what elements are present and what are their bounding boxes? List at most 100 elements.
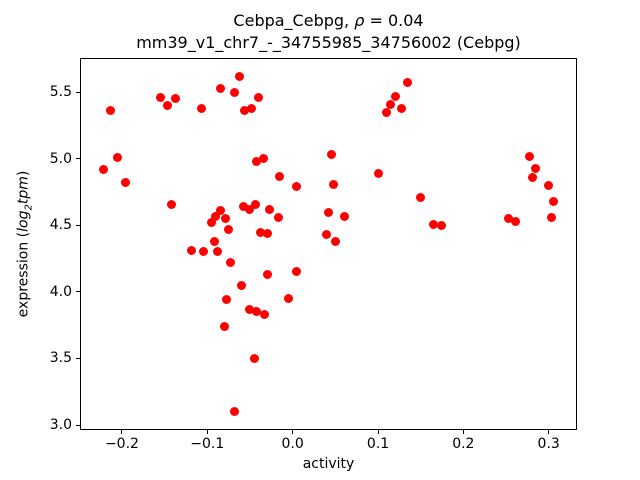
y-axis-label-subscript: 2 [23, 204, 35, 211]
data-point [235, 71, 245, 81]
title-text: Cebpa_Cebpg, [233, 11, 355, 30]
data-point [525, 151, 535, 161]
plot-area [80, 58, 577, 430]
data-point [283, 294, 293, 304]
data-point [403, 78, 413, 88]
data-point [391, 91, 401, 101]
chart-title: Cebpa_Cebpg, ρ = 0.04 mm39_v1_chr7_-_347… [80, 10, 577, 54]
data-point [428, 219, 438, 229]
data-point [273, 212, 283, 222]
y-tick-mark [76, 357, 80, 359]
data-point [236, 280, 246, 290]
data-point [155, 93, 165, 103]
data-point [120, 178, 130, 188]
data-point [263, 228, 273, 238]
data-point [224, 224, 234, 234]
data-point [275, 171, 285, 181]
data-point [230, 87, 240, 97]
y-axis-label-close: ) [15, 170, 32, 177]
data-point [213, 247, 223, 257]
y-tick-mark [76, 424, 80, 426]
data-point [225, 258, 235, 268]
data-point [322, 230, 332, 240]
data-point [254, 93, 264, 103]
x-tick-label: −0.1 [190, 436, 225, 452]
data-point [544, 180, 554, 190]
data-point [386, 99, 396, 109]
data-point [416, 192, 426, 202]
data-point [187, 246, 197, 256]
data-point [211, 211, 221, 221]
data-point [436, 220, 446, 230]
chart-title-line1: Cebpa_Cebpg, ρ = 0.04 [80, 10, 577, 32]
y-axis-label-text: expression ( [15, 231, 32, 318]
data-point [238, 202, 248, 212]
x-tick-mark [206, 430, 208, 434]
data-point [166, 199, 176, 209]
y-tick-label: 3.5 [49, 350, 72, 367]
data-point [219, 322, 229, 332]
x-tick-mark [462, 430, 464, 434]
title-correlation-value: = 0.04 [364, 11, 424, 30]
x-tick-label: 0.0 [281, 436, 304, 452]
data-point [510, 216, 520, 226]
data-point [324, 207, 333, 217]
data-point [329, 179, 339, 189]
y-tick-mark [76, 158, 80, 160]
y-tick-label: 3.0 [49, 417, 72, 433]
data-point [292, 182, 302, 192]
data-point [113, 152, 123, 162]
data-point [245, 204, 255, 214]
data-point [262, 270, 272, 280]
data-point [326, 150, 336, 160]
data-point [162, 101, 172, 111]
data-point [215, 83, 225, 93]
data-point [247, 103, 257, 113]
data-point [330, 236, 340, 246]
x-tick-label: 0.3 [537, 436, 560, 452]
data-point [252, 307, 262, 317]
data-point [373, 168, 383, 178]
data-point [252, 156, 262, 166]
y-tick-label: 4.5 [49, 217, 72, 234]
x-tick-mark [121, 430, 123, 434]
data-point [255, 227, 265, 237]
data-point [397, 103, 407, 113]
x-tick-label: 0.2 [452, 436, 475, 452]
y-tick-label: 5.0 [49, 150, 72, 167]
data-point [198, 247, 208, 257]
data-point [265, 204, 275, 214]
data-point [291, 267, 301, 277]
data-point [196, 103, 206, 113]
data-point [106, 106, 116, 116]
data-point [504, 214, 514, 224]
data-point [230, 407, 240, 417]
data-point [209, 236, 219, 246]
data-point [220, 214, 230, 224]
y-tick-label: 4.0 [49, 283, 72, 300]
data-point [207, 218, 217, 228]
data-point [171, 94, 181, 104]
data-point [221, 295, 231, 305]
data-point [259, 310, 269, 320]
data-point [98, 164, 108, 174]
x-tick-mark [548, 430, 550, 434]
x-tick-label: −0.2 [104, 436, 139, 452]
data-point [251, 199, 261, 209]
data-point [245, 304, 255, 314]
data-point [530, 163, 540, 173]
y-tick-mark [76, 291, 80, 293]
data-point [340, 211, 350, 221]
x-tick-label: 0.1 [366, 436, 390, 452]
y-tick-label: 5.5 [49, 84, 72, 101]
data-point [382, 107, 392, 117]
data-point [527, 172, 537, 182]
y-tick-mark [76, 224, 80, 226]
x-tick-mark [292, 430, 294, 434]
x-axis-label: activity [302, 456, 355, 472]
data-point [239, 106, 249, 116]
data-point [216, 206, 226, 216]
title-rho-symbol: ρ [354, 11, 365, 30]
data-point [249, 353, 259, 363]
